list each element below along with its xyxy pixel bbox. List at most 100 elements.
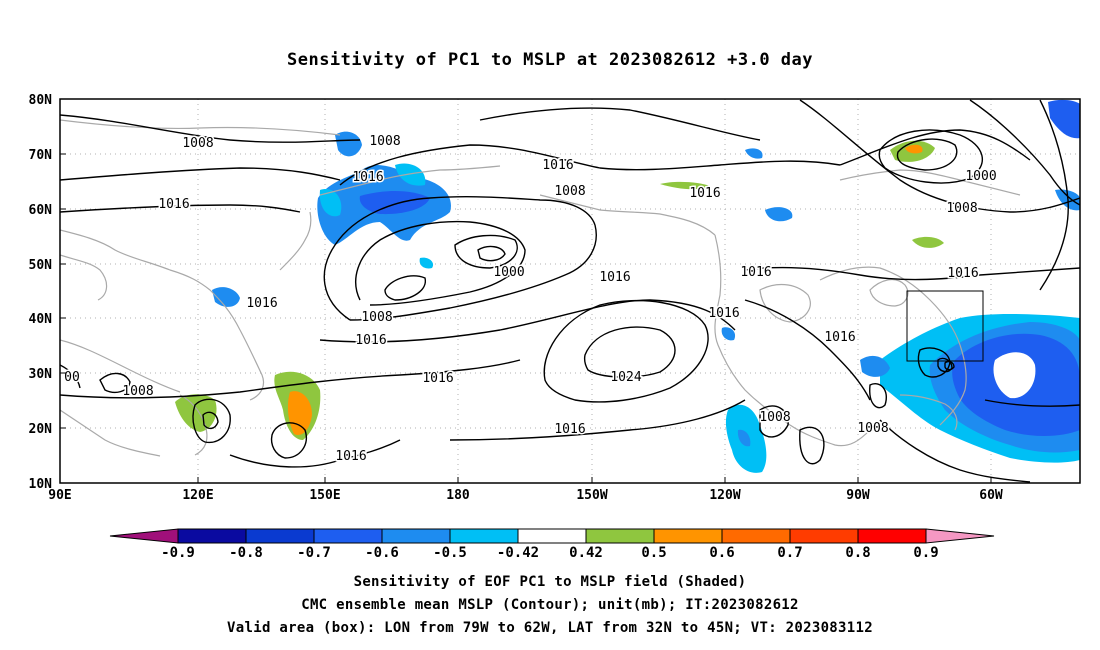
contour-label: 1016 <box>422 371 453 386</box>
colorbar-segment <box>653 528 723 544</box>
mslp-contours <box>60 99 1080 483</box>
colorbar-label: 0.5 <box>641 545 666 561</box>
caption-line-2: CMC ensemble mean MSLP (Contour); unit(m… <box>301 597 799 613</box>
contour-label: 1008 <box>182 136 213 151</box>
contour-label: 1016 <box>335 449 366 464</box>
contour-label: 1016 <box>599 270 630 285</box>
colorbar-label: 0.7 <box>777 545 802 561</box>
colorbar-label: -0.8 <box>229 545 263 561</box>
colorbar-segment <box>245 528 315 544</box>
shading-greenland-blue <box>1048 99 1080 139</box>
lon-tick-label: 150W <box>576 488 607 503</box>
shading-alaska-blue <box>745 148 763 159</box>
shading-small-1 <box>419 257 434 269</box>
lon-tick-label: 180 <box>446 488 470 503</box>
colorbar-segment <box>585 528 655 544</box>
contour-label: 1024 <box>610 370 641 385</box>
colorbar-right-arrow <box>925 528 995 544</box>
shading-mexico-dark <box>737 429 751 447</box>
contour-label: 1016 <box>689 186 720 201</box>
colorbar-label: 0.8 <box>845 545 870 561</box>
coastlines <box>60 119 1021 457</box>
lat-tick-label: 60N <box>29 203 53 218</box>
contour-label: 1016 <box>158 197 189 212</box>
longitude-ticks: 90E 120E 150E 180 150W 120W 90W 60W <box>48 477 1003 503</box>
contour-label: 1000 <box>965 169 996 184</box>
contour-label: 1008 <box>361 310 392 325</box>
valid-area-box <box>906 290 984 362</box>
caption-line-1: Sensitivity of EOF PC1 to MSLP field (Sh… <box>353 574 747 590</box>
colorbar-label: 0.9 <box>913 545 938 561</box>
colorbar-label: -0.9 <box>161 545 195 561</box>
plot-frame <box>59 98 1081 484</box>
colorbar-segment <box>721 528 791 544</box>
colorbar: -0.9 -0.8 -0.7 -0.6 -0.5 -0.42 0.42 0.5 0.6 0.7 0.… <box>109 528 995 561</box>
shading-baja-blue <box>721 327 736 341</box>
contour-label: 1016 <box>352 170 383 185</box>
colorbar-segment <box>857 528 927 544</box>
shading-alaska-green <box>660 181 710 190</box>
shading-hudson-green <box>912 236 944 248</box>
contour-label: 1008 <box>946 201 977 216</box>
caption-line-3: Valid area (box): LON from 79W to 62W, L… <box>227 620 873 636</box>
latitude-ticks: 80N 70N 60N 50N 40N 30N 20N 10N <box>29 93 66 492</box>
lon-tick-label: 90W <box>846 488 870 503</box>
sensitivity-shading <box>175 99 1080 473</box>
contour-label: 1008 <box>122 384 153 399</box>
contour-label: 1000 <box>493 265 524 280</box>
shading-typhoon-orange <box>287 391 312 436</box>
lon-tick-label: 60W <box>979 488 1003 503</box>
contour-label: 1016 <box>740 265 771 280</box>
shading-bering-dark <box>359 191 430 215</box>
contour-label: 1016 <box>554 422 585 437</box>
lat-tick-label: 30N <box>29 367 53 382</box>
shading-gulf-blue <box>860 355 890 377</box>
colorbar-left-arrow <box>109 528 179 544</box>
shading-japan-blue <box>212 287 240 307</box>
colorbar-label: -0.6 <box>365 545 399 561</box>
lon-tick-label: 120W <box>709 488 740 503</box>
colorbar-segment <box>789 528 859 544</box>
lat-tick-label: 70N <box>29 148 53 163</box>
colorbar-label: -0.7 <box>297 545 331 561</box>
shading-greenland-orange <box>905 144 923 154</box>
shading-bering-east <box>395 163 426 186</box>
lat-tick-label: 80N <box>29 93 53 108</box>
colorbar-segment <box>177 528 247 544</box>
lon-tick-label: 90E <box>48 488 71 503</box>
shading-bc-blue <box>765 207 793 222</box>
shading-atlantic-white <box>993 352 1036 399</box>
contour-label: 1016 <box>355 333 386 348</box>
shading-bering-north <box>335 131 362 157</box>
contour-label: 1016 <box>542 158 573 173</box>
colorbar-label: -0.42 <box>497 545 539 561</box>
contour-label: 1016 <box>708 306 739 321</box>
lat-tick-label: 20N <box>29 422 53 437</box>
colorbar-segment <box>381 528 451 544</box>
map-title: Sensitivity of PC1 to MSLP at 2023082612… <box>286 50 813 70</box>
colorbar-segment <box>517 528 587 544</box>
shading-philippines-green <box>175 394 217 432</box>
contour-label: 1016 <box>824 330 855 345</box>
shading-bering-light <box>319 189 342 217</box>
contour-label: 1008 <box>857 421 888 436</box>
contour-label: 00 <box>64 370 80 385</box>
contour-label: 1008 <box>759 410 790 425</box>
colorbar-label: 0.42 <box>569 545 603 561</box>
lat-tick-label: 40N <box>29 312 53 327</box>
colorbar-segment <box>313 528 383 544</box>
contour-label: 1008 <box>554 184 585 199</box>
lat-tick-label: 10N <box>29 477 53 492</box>
contour-label: 1016 <box>947 266 978 281</box>
lon-tick-label: 150E <box>309 488 340 503</box>
contour-labels: 1008 1008 1016 1016 1008 1016 1000 1008 1016 1016… <box>63 133 998 466</box>
contour-label: 1008 <box>122 384 153 399</box>
colorbar-label: -0.5 <box>433 545 467 561</box>
contour-label: 1008 <box>369 134 400 149</box>
colorbar-segment <box>449 528 519 544</box>
colorbar-label: 0.6 <box>709 545 734 561</box>
lon-tick-label: 120E <box>182 488 213 503</box>
lat-tick-label: 50N <box>29 258 53 273</box>
